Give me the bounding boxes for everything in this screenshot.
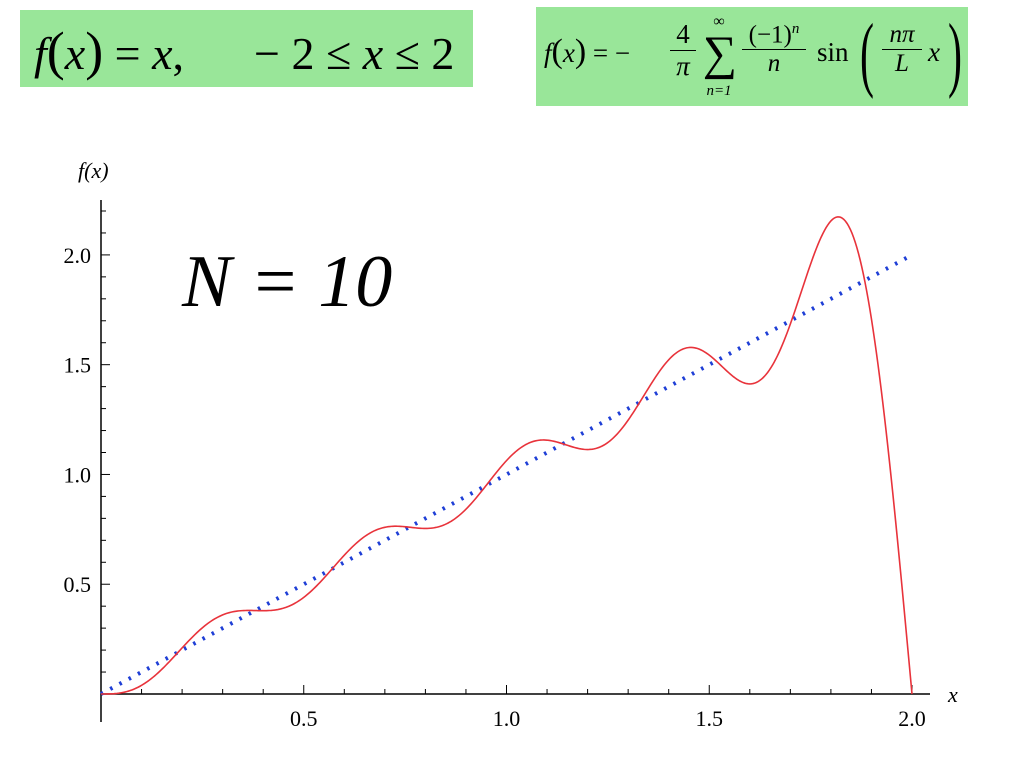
formula-rparen: ): [85, 21, 104, 81]
sine-argument-variable: x: [928, 37, 940, 67]
x-tick-label: 1.0: [493, 706, 521, 731]
series-line-fourier-approximation: [101, 216, 913, 695]
sum-lower-limit: n=1: [706, 83, 732, 99]
formula-rhs-variable: x: [152, 28, 173, 79]
chart-axes: [100, 200, 930, 722]
sine-lparen: (: [860, 7, 874, 100]
formula-lparen: (: [46, 21, 65, 81]
formula-comma: ,: [172, 28, 185, 79]
sine-rparen: ): [948, 7, 962, 100]
y-axis-label: f(x): [78, 158, 109, 183]
fourier-lparen: (: [551, 33, 563, 70]
fourier-rparen: ): [574, 33, 587, 70]
coefficient-denominator: π: [676, 51, 690, 81]
y-tick-label: 2.0: [64, 243, 92, 268]
y-tick-label: 1.5: [64, 353, 92, 378]
argument-numerator: nπ: [889, 21, 915, 48]
fourier-lhs: f(x) = −: [544, 33, 630, 71]
coefficient-numerator: 4: [676, 19, 690, 49]
formula-domain-high: ≤ 2: [383, 28, 455, 79]
term-numerator-exponent: n: [791, 21, 800, 37]
summation-sign: ∑: [702, 27, 738, 80]
fourier-equals-minus: = −: [586, 38, 631, 68]
formula-domain-low: − 2 ≤: [254, 28, 363, 79]
chart-ticks: 0.5 1.0 1.5 2.0 0.5 1.0 1.5 2.0: [64, 210, 926, 731]
formula-variable: x: [64, 28, 86, 79]
fourier-term-fraction: (−1)n n: [742, 21, 806, 78]
term-numerator-base: (−1): [748, 21, 792, 49]
fourier-variable: x: [562, 38, 575, 68]
definition-formula: f(x) = x, − 2 ≤ x ≤ 2: [34, 20, 454, 82]
formula-box-fourier-series: f(x) = − 4 π ∞ ∑ n=1 (−1)n n sin ( nπ L …: [536, 7, 968, 106]
term-numerator: (−1)n: [742, 21, 806, 49]
x-tick-label: 2.0: [898, 706, 926, 731]
fourier-function-name: f: [544, 38, 552, 68]
x-axis-label: x: [947, 682, 958, 707]
series-line-exact-function: [100, 253, 913, 696]
sine-argument-fraction: nπ L: [882, 21, 922, 78]
formula-box-definition: f(x) = x, − 2 ≤ x ≤ 2: [20, 10, 473, 87]
formula-function-name: f: [34, 28, 47, 79]
x-tick-label: 0.5: [290, 706, 318, 731]
formula-domain-variable: x: [362, 28, 384, 79]
n-terms-annotation: N = 10: [181, 241, 392, 323]
y-tick-label: 0.5: [64, 572, 92, 597]
formula-equals: =: [103, 28, 153, 79]
argument-denominator: L: [895, 50, 909, 77]
chart-series: [100, 216, 913, 696]
sine-function: sin: [817, 37, 849, 67]
term-denominator: n: [767, 50, 781, 78]
x-tick-label: 1.5: [696, 706, 724, 731]
y-tick-label: 1.0: [64, 462, 92, 487]
sum-upper-limit: ∞: [713, 13, 725, 30]
fourier-coefficient: 4 π: [670, 19, 696, 82]
